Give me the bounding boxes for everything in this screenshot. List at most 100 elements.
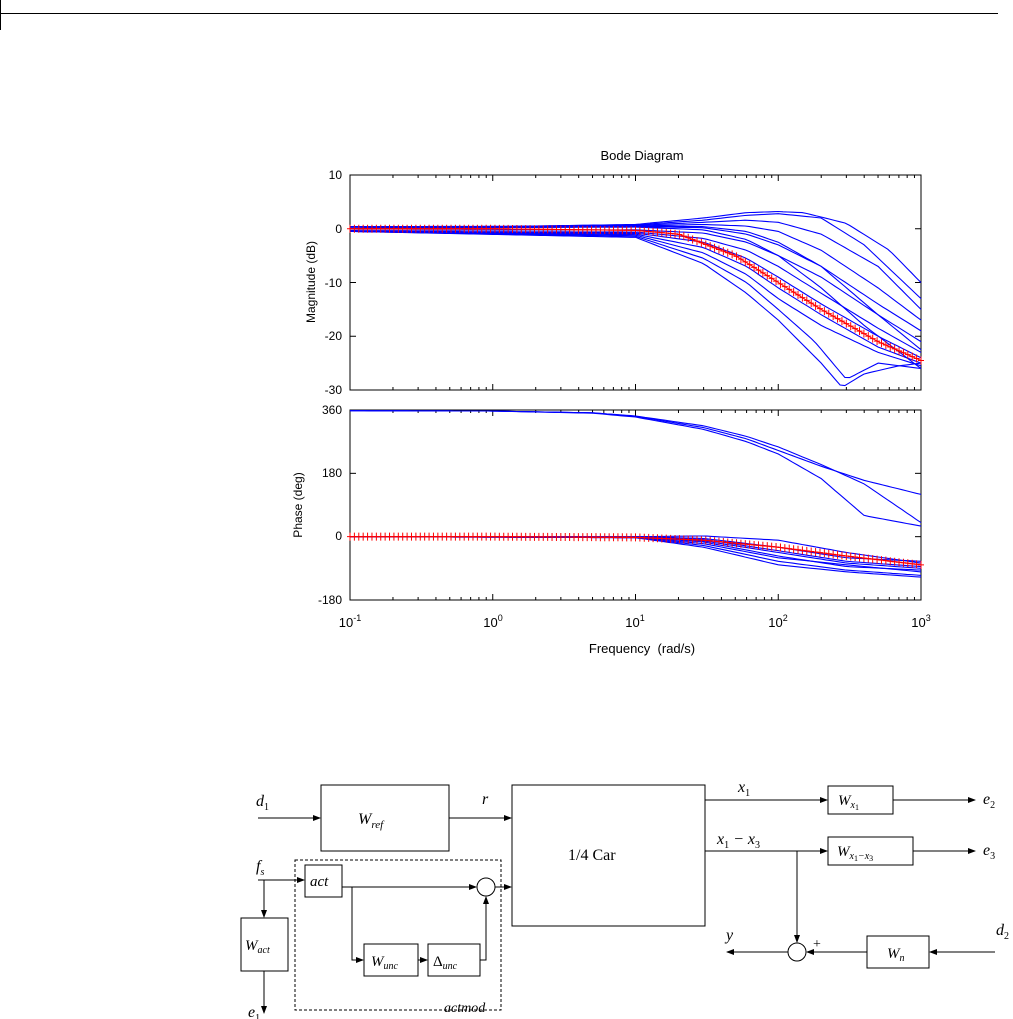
phase-nominal-marker [825,549,832,558]
phase-nominal-marker [812,548,819,557]
magnitude-nominal-marker [882,341,889,350]
magnitude-nominal-marker [865,332,872,341]
mag-tick-label-neg20: -20 [325,329,343,343]
phase-nominal-marker [795,545,802,554]
magnitude-nominal-marker [874,337,881,346]
x-tick-label-0: 10-1 [339,613,361,630]
magnitude-nominal-marker [909,352,916,361]
magnitude-nominal-marker [887,342,894,351]
phase-nominal-marker [838,551,845,560]
signal-e2: e2 [983,791,995,811]
magnitude-nominal-marker [742,257,749,266]
magnitude-nominal-marker [781,282,788,291]
phase-nominal-marker [799,546,806,555]
phase-nominal-marker [786,544,793,553]
magnitude-sample-series-12 [349,230,922,387]
magnitude-nominal-marker [825,309,832,318]
x-tick-labels: 10-1 100 101 102 103 [339,613,931,630]
signal-e3: e3 [983,842,995,862]
wref-block [320,784,450,852]
magnitude-nominal-marker [672,229,679,238]
phase-nominal-marker [860,554,867,563]
wire-delta-to-sum [480,896,489,961]
magnitude-nominal-marker [698,238,705,247]
signal-wires [258,797,995,1014]
magnitude-nominal-marker [869,334,876,343]
block-diagram: Wref 1/4 Car actmod act Wunc Δunc Wact W… [240,779,1009,1019]
magnitude-axes-box [349,174,922,391]
signal-e1: e1 [248,1004,260,1019]
magnitude-sample-series-1 [349,210,922,283]
phase-ylabel: Phase (deg) [291,472,305,537]
magnitude-nominal-marker [733,252,740,261]
magnitude-nominal-marker [904,350,911,359]
phase-sample-series-3 [350,410,922,527]
magnitude-nominal-marker [768,274,775,283]
phase-tick-label-360: 360 [322,403,342,417]
wx1x3-label: Wx1−x3 [837,844,873,863]
phase-axes-box [349,409,922,601]
magnitude-nominal-marker [777,279,784,288]
x-tick-label-3: 102 [768,613,787,630]
sum-junction-act [476,877,496,897]
magnitude-sample-series-14 [350,226,922,369]
phase-sample-series-2 [350,410,922,495]
magnitude-sample-series-7 [350,230,922,353]
phase-nominal-marker [904,559,911,568]
mag-tick-label-neg30: -30 [325,383,343,397]
phase-nominal-marker [891,557,898,566]
magnitude-nominal-marker [878,339,885,348]
magnitude-sample-series-4 [349,223,922,321]
header-rule [0,13,998,14]
wx1-label: Wx1 [838,793,859,812]
phase-nominal-marker [803,546,810,555]
magnitude-nominal-marker [896,346,903,355]
magnitude-nominal-marker [720,247,727,256]
magnitude-nominal-marker [707,242,714,251]
x-tick-label-2: 101 [625,613,644,630]
phase-nominal-marker [882,556,889,565]
magnitude-nominal-marker [773,277,780,286]
bode-diagram: Bode Diagram Magnitude (dB) 10 0 -10 -20… [291,148,931,656]
phase-nominal-marker [834,550,841,559]
phase-nominal-marker [865,554,872,563]
act-label: act [310,874,329,890]
phase-nominal-marker [816,548,823,557]
magnitude-sample-series-8 [349,230,922,359]
magnitude-nominal-marker [729,250,736,259]
phase-nominal-marker [847,552,854,561]
magnitude-sample-series-10 [349,230,922,367]
signal-x1-minus-x3: x1 − x3 [716,831,760,851]
phase-nominal-marker [790,545,797,554]
wunc-label: Wunc [371,954,399,972]
act-block [304,864,343,898]
phase-nominal-marker [896,558,903,567]
phase-nominal-marker [874,555,881,564]
chart-title: Bode Diagram [600,148,683,163]
magnitude-nominal-marker [737,255,744,264]
phase-nominal-marker [843,552,850,561]
magnitude-nominal-marker [689,235,696,244]
phase-plot: Phase (deg) 360 180 0 -180 [291,403,924,607]
signal-r: r [482,791,489,808]
magnitude-nominal-marker [759,268,766,277]
magnitude-plot: Magnitude (dB) 10 0 -10 -20 -30 [304,168,924,397]
wref-label: Wref [358,811,385,831]
magnitude-nominal-marker [685,233,692,242]
magnitude-sample-series-9 [349,230,922,364]
magnitude-nominal-marker [724,248,731,257]
phase-nominal-marker [852,553,859,562]
signal-x1: x1 [737,779,750,799]
magnitude-nominal-marker [900,348,907,357]
magnitude-sample-series-11 [349,230,922,379]
x-tick-label-1: 100 [483,613,502,630]
signal-d2: d2 [996,922,1009,942]
chart-xlabel: Frequency (rad/s) [589,641,695,656]
magnitude-nominal-marker [891,344,898,353]
magnitude-nominal-marker [680,232,687,241]
phase-tick-label-neg180: -180 [318,593,342,607]
phase-nominal-marker [781,544,788,553]
phase-nominal-marker [900,558,907,567]
phase-nominal-marker [821,549,828,558]
